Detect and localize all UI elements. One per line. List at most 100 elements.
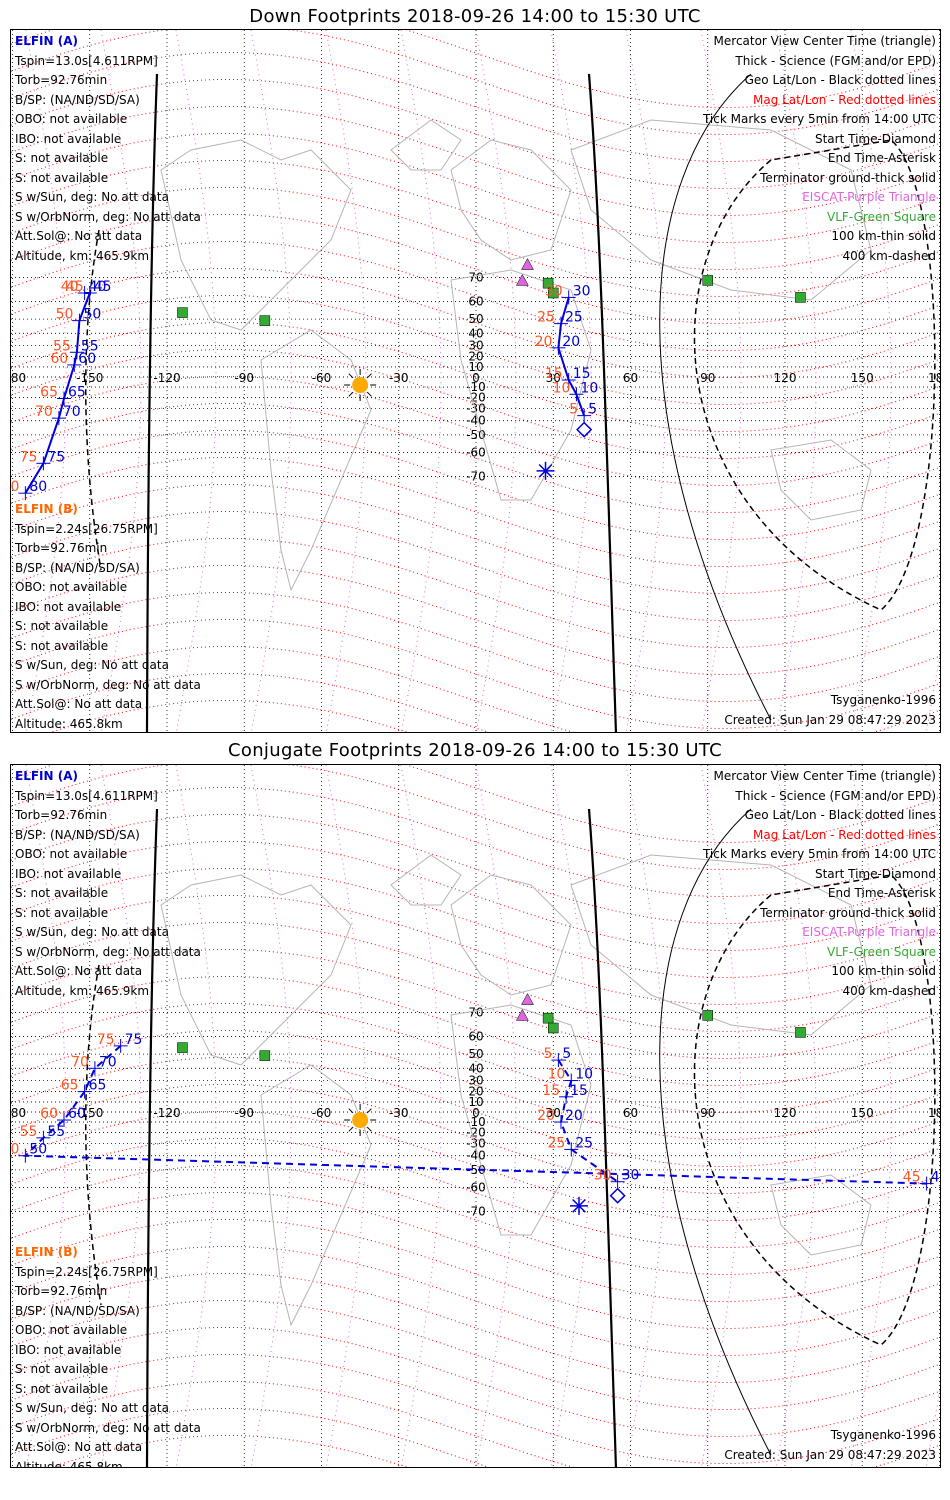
lon-tick-label: 120 <box>774 371 797 385</box>
mag-lat-line <box>11 403 940 513</box>
mag-lon-line <box>400 30 442 732</box>
mag-lat-line <box>11 538 940 648</box>
tick-time-label: 80 <box>11 479 19 495</box>
mag-lon-line <box>100 765 142 1467</box>
mag-lat-line <box>11 349 940 459</box>
mag-lon-line <box>775 765 817 1467</box>
info-line: Torb=92.76min <box>15 73 108 87</box>
vlf-square <box>548 1022 559 1034</box>
tick-time-label: 30 <box>594 1168 612 1184</box>
mag-lon-line <box>625 30 667 732</box>
continent-outline <box>160 139 352 331</box>
mag-lat-line <box>11 241 940 351</box>
mag-lon-line <box>325 30 367 732</box>
tick-time-label: 50 <box>56 307 74 323</box>
info-line: Torb=92.76min <box>15 1284 108 1298</box>
legend-geo: Geo Lat/Lon - Black dotted lines <box>744 808 936 822</box>
tick-time-label: 25 <box>537 310 555 326</box>
lon-tick-label: -150 <box>76 371 103 385</box>
lon-tick-label: 90 <box>700 371 715 385</box>
continent-outline <box>390 854 462 906</box>
mag-lon-line <box>175 30 217 732</box>
tick-time-label: 15 <box>573 366 591 382</box>
lon-tick-label: -60 <box>312 371 332 385</box>
footer: Tsyganenko-1996 Created: Sun Jan 29 08:4… <box>724 1426 936 1465</box>
lon-tick-label: -90 <box>234 1106 254 1120</box>
tick-time-label: 25 <box>575 1135 593 1151</box>
sun-icon <box>352 377 369 393</box>
terminator-400km <box>84 964 102 1306</box>
elfin-a-title: ELFIN (A) <box>15 34 78 48</box>
info-line: B/SP: (NA/ND/SD/SA) <box>15 827 140 842</box>
info-line: Torb=92.76min <box>15 808 108 822</box>
info-line: Att.Sol@: No att data <box>15 229 143 243</box>
mag-lat-line <box>11 1030 940 1140</box>
mag-lon-line <box>475 765 517 1467</box>
legend-vlf: VLF-Green Square <box>827 944 936 959</box>
mag-lat-line <box>11 52 940 162</box>
mag-lat-line <box>11 1138 940 1248</box>
mag-lon-line <box>325 765 367 1467</box>
mag-lat-line <box>11 430 940 540</box>
legend-mag: Mag Lat/Lon - Red dotted lines <box>752 827 936 842</box>
mag-lat-line <box>11 841 940 951</box>
lon-tick-label: -90 <box>234 371 254 385</box>
tick-time-label: 45 <box>931 1170 941 1186</box>
sun-ray <box>366 391 372 397</box>
info-line: S: not available <box>15 1362 109 1376</box>
mag-lat-line <box>11 133 940 243</box>
tick-time-label: 15 <box>542 1083 560 1099</box>
mag-lat-line <box>11 1111 940 1221</box>
tick-time-label: 25 <box>565 310 583 326</box>
mag-lat-line <box>11 592 940 702</box>
continent-outline <box>570 119 872 301</box>
lon-tick-label: 90 <box>700 1106 715 1120</box>
legend-center-time: Mercator View Center Time (triangle) <box>713 34 936 48</box>
info-line: S: not available <box>15 886 109 900</box>
mag-lat-line <box>11 457 940 567</box>
tick-time-label: 55 <box>81 338 99 354</box>
map-canvas: -180-150-120-90-60-300306090120150180706… <box>11 30 940 732</box>
mag-lat-line <box>11 895 940 1005</box>
tick-time-label: 20 <box>535 334 553 350</box>
eiscat-triangle <box>515 1008 529 1021</box>
tick-time-label: 40 <box>89 279 107 295</box>
tick-time-label: 20 <box>537 1108 555 1124</box>
end-asterisk <box>538 463 553 478</box>
mag-lat-line <box>11 868 940 978</box>
tick-time-label: 30 <box>622 1168 640 1184</box>
mag-lat-line <box>50 1435 409 1467</box>
vlf-square <box>177 1042 188 1053</box>
tick-time-label: 5 <box>543 1046 552 1062</box>
info-line: OBO: not available <box>15 580 128 594</box>
elfin-b-track <box>557 1059 619 1183</box>
map-panel-conjugate: -180-150-120-90-60-300306090120150180706… <box>10 764 941 1468</box>
tick-time-label: 50 <box>29 1142 47 1158</box>
mag-lon-line <box>400 765 442 1467</box>
info-line: Tspin=2.24s[26.75RPM] <box>15 521 158 536</box>
lat-tick-label: 60 <box>468 295 483 309</box>
tick-time-label: 10 <box>553 380 571 396</box>
tick-time-label: 75 <box>125 1032 143 1048</box>
tick-time-label: 10 <box>547 1067 565 1083</box>
lat-tick-label: -10 <box>466 1115 486 1129</box>
info-line: S w/Sun, deg: No att data <box>15 190 169 204</box>
tick-time-label: 70 <box>71 1054 89 1070</box>
legend-terminator: Terminator ground-thick solid <box>760 905 936 920</box>
terminator-ground <box>587 808 618 1467</box>
mag-lat-line <box>11 1057 940 1167</box>
info-line: Att.Sol@: No att data <box>15 1440 143 1454</box>
mag-lat-line <box>11 646 940 732</box>
legend-start: Start Time-Diamond <box>814 131 936 146</box>
lon-tick-label: -180 <box>11 371 26 385</box>
tick-time-label: 70 <box>35 404 53 420</box>
legend: Mercator View Center Time (triangle) Thi… <box>703 32 936 266</box>
continent-outline <box>260 329 372 592</box>
mag-lat-line <box>11 1327 940 1437</box>
tick-time-label: 45 <box>66 279 84 295</box>
tick-time-label: 25 <box>547 1135 565 1151</box>
mag-lat-line <box>11 1408 490 1467</box>
terminator-400km <box>693 874 936 1346</box>
elfin-b-title: ELFIN (B) <box>15 1245 78 1259</box>
vlf-square <box>548 287 559 299</box>
